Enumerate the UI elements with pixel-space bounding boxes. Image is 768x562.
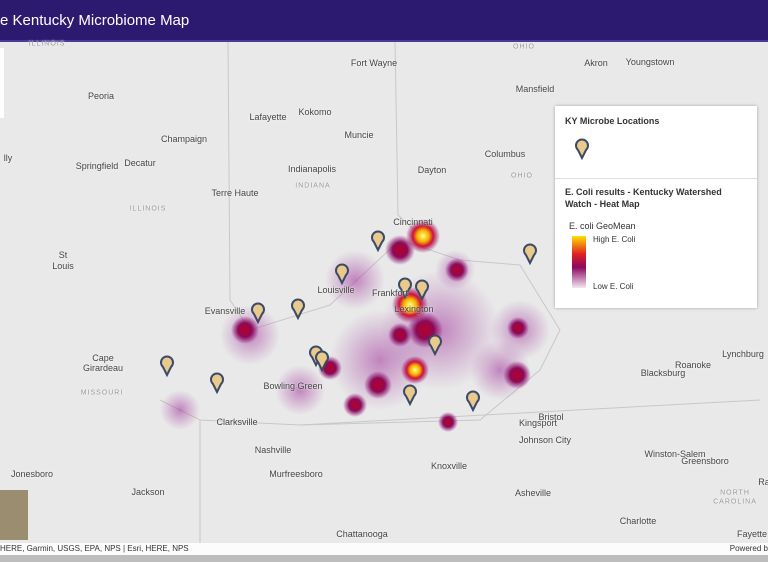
place-label: Murfreesboro: [269, 469, 323, 479]
place-label: Winston-Salem: [644, 449, 706, 459]
place-label: MISSOURI: [80, 389, 124, 397]
place-label: Chattanooga: [336, 529, 388, 539]
place-label: Clarksville: [216, 417, 258, 427]
place-label: Springfield: [75, 161, 119, 171]
place-label: ILLINOIS: [28, 40, 66, 48]
place-label: Fayette: [736, 529, 768, 539]
legend: KY Microbe Locations E. Coli results - K…: [555, 106, 757, 308]
place-label: Cape: [92, 353, 114, 363]
place-label: Knoxville: [430, 461, 468, 471]
footer-strip: [0, 555, 768, 562]
heat-ramp: [572, 236, 586, 288]
place-label: Cincinnati: [393, 217, 433, 227]
basemap-thumbnail[interactable]: [0, 490, 28, 540]
attribution-bar: HERE, Garmin, USGS, EPA, NPS | Esri, HER…: [0, 543, 768, 555]
place-label: ILLINOIS: [129, 205, 167, 213]
place-label: Akron: [584, 58, 608, 68]
legend-layer-title: KY Microbe Locations: [565, 116, 660, 126]
powered-by[interactable]: Powered b: [729, 544, 768, 553]
place-label: Jonesboro: [10, 469, 54, 479]
place-label: lly: [3, 153, 13, 163]
legend-high: High E. Coli: [593, 235, 636, 244]
legend-layer-title: E. Coli results - Kentucky Watershed Wat…: [565, 187, 722, 209]
place-label: Youngstown: [625, 57, 675, 67]
place-label: Champaign: [160, 134, 208, 144]
place-label: Kingsport: [518, 418, 558, 428]
place-label: OHIO: [513, 43, 535, 51]
place-label: INDIANA: [295, 182, 331, 190]
legend-field: E. coli GeoMean: [569, 221, 636, 231]
place-label: Asheville: [514, 488, 552, 498]
place-label: Louis: [52, 261, 74, 271]
place-label: Evansville: [204, 306, 246, 316]
place-label: Indianapolis: [287, 164, 337, 174]
place-label: Mansfield: [515, 84, 555, 94]
place-label: Dayton: [417, 165, 447, 175]
place-label: Lexington: [394, 304, 434, 314]
place-label: OHIO: [511, 172, 533, 180]
place-label: Bowling Green: [263, 381, 323, 391]
place-label: CAROLINA: [713, 498, 757, 506]
app-title: e Kentucky Microbiome Map: [0, 12, 190, 29]
place-label: Greensboro: [681, 456, 729, 466]
header: e Kentucky Microbiome Map: [0, 0, 768, 42]
heat-map: [160, 219, 550, 432]
place-label: Bristol: [538, 412, 564, 422]
place-label: Columbus: [484, 149, 526, 159]
place-label: Ra: [758, 477, 768, 487]
legend-low: Low E. Coli: [593, 282, 634, 291]
place-label: St: [58, 250, 68, 260]
place-label: Girardeau: [82, 363, 124, 373]
place-label: Louisville: [317, 285, 355, 295]
place-label: Nashville: [254, 445, 292, 455]
zoom-controls[interactable]: [0, 48, 4, 118]
location-markers: [160, 230, 537, 413]
place-label: Charlotte: [619, 516, 657, 526]
place-label: Kokomo: [298, 107, 332, 117]
place-label: Johnson City: [518, 435, 572, 445]
legend-marker: [575, 138, 589, 161]
place-label: Blacksburg: [640, 368, 686, 378]
place-label: Muncie: [344, 130, 374, 140]
attribution: HERE, Garmin, USGS, EPA, NPS | Esri, HER…: [0, 544, 189, 553]
place-label: Peoria: [87, 91, 115, 101]
place-label: Jackson: [131, 487, 165, 497]
place-label: Terre Haute: [211, 188, 259, 198]
place-label: Lafayette: [249, 112, 287, 122]
place-label: Roanoke: [674, 360, 712, 370]
place-label: Fort Wayne: [350, 58, 398, 68]
place-label: Frankfort: [371, 288, 409, 298]
place-label: NORTH: [720, 489, 750, 497]
place-label: Decatur: [124, 158, 156, 168]
place-label: Lynchburg: [722, 349, 764, 359]
